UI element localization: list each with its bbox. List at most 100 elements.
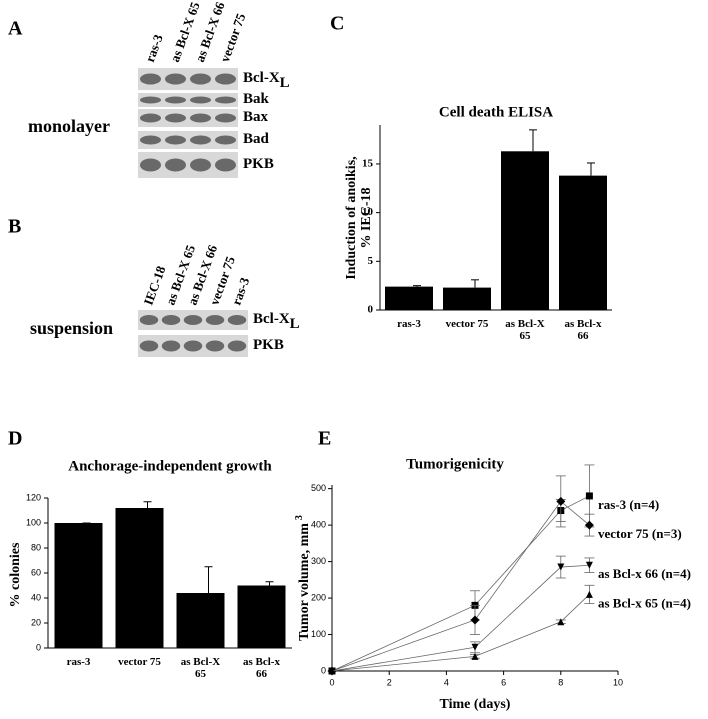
- blot-band: [140, 158, 161, 172]
- blot-band: [140, 113, 161, 123]
- x-tick-label: ras-3: [397, 318, 421, 330]
- panel-letter: E: [318, 428, 331, 450]
- blot-band: [215, 135, 236, 145]
- band-label: Bad: [243, 131, 270, 147]
- y-tick-label: 0: [368, 304, 374, 316]
- blot-band: [165, 113, 186, 123]
- x-tick-label: 0: [329, 677, 334, 687]
- blot-band: [215, 113, 236, 123]
- x-tick-label: vector 75: [118, 656, 161, 668]
- blot-band: [183, 340, 203, 352]
- series-line: [331, 594, 590, 672]
- x-tick-label: ras-3: [67, 656, 91, 668]
- y-tick-label: 40: [31, 592, 41, 602]
- x-tick-label: 2: [387, 677, 392, 687]
- y-axis-label: % colonies: [8, 542, 23, 607]
- blot-band: [140, 73, 161, 85]
- band-name: Bad: [243, 131, 270, 147]
- y-axis-label: Tumor volume, mm 3: [294, 515, 312, 641]
- y-axis-label: % IEC-18: [359, 187, 374, 248]
- marker: [584, 520, 594, 530]
- y-tick-label: 100: [26, 517, 41, 527]
- blot-band: [165, 96, 186, 104]
- y-tick-label: 500: [311, 483, 326, 493]
- chart-title: Cell death ELISA: [439, 104, 553, 120]
- blot-band: [183, 315, 203, 325]
- y-tick-label: 10: [362, 206, 374, 218]
- series-label: vector 75 (n=3): [598, 526, 682, 541]
- blot-strip: [138, 131, 238, 149]
- x-tick-label: as Bcl-X 65: [181, 656, 220, 680]
- series-line: [331, 495, 590, 672]
- lane-label: ras-3: [229, 275, 253, 307]
- series-label: as Bcl-x 65 (n=4): [598, 595, 691, 610]
- lane-label: ras-3: [142, 32, 166, 64]
- marker: [557, 563, 565, 571]
- band-name: Bax: [243, 109, 269, 125]
- x-tick-label: 10: [613, 677, 623, 687]
- blot-band: [139, 340, 159, 352]
- x-tick-label: 4: [444, 677, 449, 687]
- band-name: Bcl-X: [253, 311, 290, 327]
- blot-band: [190, 135, 211, 145]
- y-label-part: 3: [294, 515, 305, 520]
- blot-strip: [138, 68, 238, 90]
- chart-title: Anchorage-independent growth: [68, 458, 272, 474]
- y-tick-label: 0: [321, 665, 326, 675]
- y-tick-label: 20: [31, 617, 41, 627]
- bar: [385, 286, 433, 310]
- blot-band: [205, 340, 225, 352]
- band-subscript: L: [280, 75, 290, 91]
- series-label: as Bcl-x 66 (n=4): [598, 566, 691, 581]
- x-tick-label: as Bcl-X 65: [505, 318, 544, 342]
- y-tick-label: 80: [31, 542, 41, 552]
- x-tick-label: vector 75: [446, 318, 489, 330]
- bar: [54, 523, 103, 648]
- blot-band: [140, 135, 161, 145]
- x-tick-label: 8: [558, 677, 563, 687]
- condition-label: suspension: [30, 318, 113, 338]
- band-label: PKB: [243, 156, 274, 172]
- x-tick-label: 6: [501, 677, 506, 687]
- y-tick-label: 5: [368, 255, 374, 267]
- blot-band: [205, 315, 225, 325]
- y-tick-label: 300: [311, 556, 326, 566]
- band-name: Bcl-X: [243, 70, 280, 86]
- x-tick-label: as Bcl-x 66: [565, 318, 602, 342]
- x-tick-label: as Bcl-x 66: [243, 656, 280, 680]
- marker: [470, 615, 480, 625]
- bar: [237, 585, 286, 648]
- series-line: [331, 564, 590, 672]
- blot-strip: [138, 93, 238, 107]
- band-name: Bak: [243, 91, 270, 107]
- blot-band: [165, 158, 186, 172]
- marker: [471, 652, 479, 660]
- band-label: Bak: [243, 91, 270, 107]
- band-name: PKB: [243, 156, 274, 172]
- y-tick-label: 400: [311, 519, 326, 529]
- blot-band: [190, 113, 211, 123]
- blot-band: [227, 340, 247, 352]
- marker: [557, 618, 565, 626]
- blot-band: [215, 96, 236, 104]
- blot-band: [140, 96, 161, 104]
- panel-letter: C: [330, 13, 344, 35]
- bar: [501, 151, 549, 310]
- blot-band: [190, 73, 211, 85]
- bar: [176, 593, 225, 648]
- band-label: Bax: [243, 109, 269, 125]
- band-label: Bcl-XL: [253, 311, 300, 332]
- marker: [585, 561, 593, 569]
- series-label: ras-3 (n=4): [598, 497, 659, 512]
- marker: [585, 590, 593, 598]
- condition-label: monolayer: [28, 116, 110, 136]
- blot-band: [165, 135, 186, 145]
- bar: [115, 508, 164, 648]
- panel-letter: A: [8, 18, 23, 40]
- blot-band: [227, 315, 247, 325]
- band-subscript: L: [290, 316, 300, 332]
- series-line: [331, 500, 590, 672]
- y-tick-label: 100: [311, 629, 326, 639]
- bar: [443, 287, 491, 310]
- chart-title: Tumorigenicity: [406, 456, 504, 472]
